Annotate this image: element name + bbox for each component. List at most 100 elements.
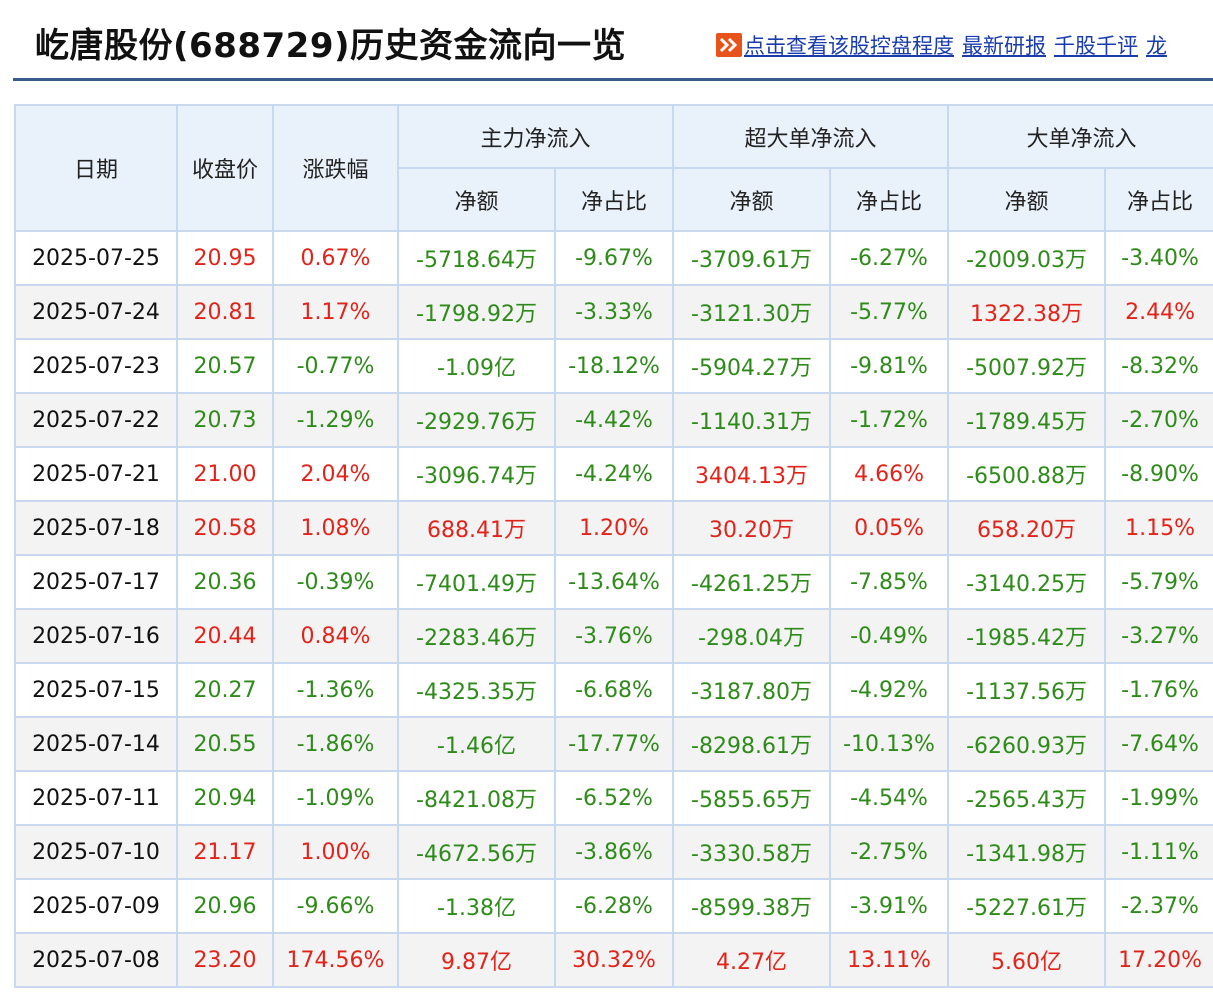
latest-research-link[interactable]: 最新研报: [962, 34, 1046, 58]
cell-main-ratio: 1.20%: [553, 500, 675, 556]
table-row: 2025-07-21 21.00 2.04% -3096.74万 -4.24% 3404.…: [14, 446, 1213, 502]
cell-main-amount: -3096.74万: [397, 446, 556, 502]
cell-date: 2025-07-15: [14, 662, 178, 718]
table-row: 2025-07-24 20.81 1.17% -1798.92万 -3.33% -3121…: [14, 284, 1213, 340]
cell-large-ratio: -8.90%: [1104, 446, 1213, 502]
cell-change: 0.84%: [272, 608, 399, 664]
cell-main-ratio: -6.28%: [553, 878, 675, 934]
cell-large-ratio: -2.70%: [1104, 392, 1213, 448]
table-row: 2025-07-15 20.27 -1.36% -4325.35万 -6.68% -318…: [14, 662, 1213, 718]
cell-close: 20.55: [176, 716, 274, 772]
table-row: 2025-07-08 23.20 174.56% 9.87亿 30.32% 4.27亿 13…: [14, 932, 1213, 988]
cell-super-amount: -3330.58万: [672, 824, 832, 880]
cell-change: 1.08%: [272, 500, 399, 556]
cell-change: -1.36%: [272, 662, 399, 718]
cell-large-amount: -5227.61万: [947, 878, 1107, 934]
cell-super-ratio: -3.91%: [829, 878, 950, 934]
cell-change: 1.00%: [272, 824, 399, 880]
cell-large-ratio: 17.20%: [1104, 932, 1213, 988]
cell-close: 21.00: [176, 446, 274, 502]
cell-main-ratio: -4.24%: [553, 446, 675, 502]
cell-large-ratio: -1.11%: [1104, 824, 1213, 880]
cell-close: 20.81: [176, 284, 274, 340]
cell-close: 20.95: [176, 230, 274, 286]
cell-large-ratio: -3.40%: [1104, 230, 1213, 286]
cell-super-amount: 4.27亿: [672, 932, 832, 988]
cell-main-ratio: -18.12%: [553, 338, 675, 394]
table-row: 2025-07-18 20.58 1.08% 688.41万 1.20% 30.20万 0.…: [14, 500, 1213, 556]
cell-large-ratio: -1.76%: [1104, 662, 1213, 718]
cell-close: 20.96: [176, 878, 274, 934]
double-chevron-right-icon: [716, 33, 742, 57]
header-date[interactable]: 日期: [14, 104, 178, 232]
cell-main-amount: 688.41万: [397, 500, 556, 556]
cell-super-ratio: -10.13%: [829, 716, 950, 772]
header-divider: [13, 78, 1213, 81]
cell-large-amount: -2009.03万: [947, 230, 1107, 286]
cell-change: -1.09%: [272, 770, 399, 826]
cell-change: -0.39%: [272, 554, 399, 610]
fund-flow-table: 日期 收盘价 涨跌幅 主力净流入 超大单净流入 大单净流入 净额 净占比 净额 …: [14, 104, 1213, 988]
cell-super-amount: -5855.65万: [672, 770, 832, 826]
cell-main-amount: -1798.92万: [397, 284, 556, 340]
more-link[interactable]: 龙: [1146, 34, 1167, 58]
cell-date: 2025-07-14: [14, 716, 178, 772]
cell-main-amount: -2283.46万: [397, 608, 556, 664]
table-row: 2025-07-22 20.73 -1.29% -2929.76万 -4.42% -114…: [14, 392, 1213, 448]
header-large-ratio[interactable]: 净占比: [1104, 167, 1213, 232]
cell-super-ratio: -7.85%: [829, 554, 950, 610]
header-change[interactable]: 涨跌幅: [272, 104, 399, 232]
cell-large-ratio: -3.27%: [1104, 608, 1213, 664]
cell-main-ratio: -9.67%: [553, 230, 675, 286]
cell-super-amount: -8298.61万: [672, 716, 832, 772]
cell-super-ratio: 0.05%: [829, 500, 950, 556]
cell-main-amount: -1.09亿: [397, 338, 556, 394]
cell-main-ratio: -13.64%: [553, 554, 675, 610]
cell-main-ratio: -6.68%: [553, 662, 675, 718]
table-row: 2025-07-25 20.95 0.67% -5718.64万 -9.67% -3709…: [14, 230, 1213, 286]
cell-main-ratio: -6.52%: [553, 770, 675, 826]
cell-super-ratio: -0.49%: [829, 608, 950, 664]
header-super-amount[interactable]: 净额: [672, 167, 832, 232]
cell-close: 20.94: [176, 770, 274, 826]
table-body: 2025-07-25 20.95 0.67% -5718.64万 -9.67% -3709…: [14, 230, 1213, 988]
cell-close: 20.36: [176, 554, 274, 610]
table-row: 2025-07-10 21.17 1.00% -4672.56万 -3.86% -3330…: [14, 824, 1213, 880]
cell-main-ratio: -3.86%: [553, 824, 675, 880]
page-title: 屹唐股份(688729)历史资金流向一览: [35, 26, 627, 66]
cell-close: 23.20: [176, 932, 274, 988]
table-row: 2025-07-09 20.96 -9.66% -1.38亿 -6.28% -8599.3…: [14, 878, 1213, 934]
cell-main-ratio: -17.77%: [553, 716, 675, 772]
header-main-ratio[interactable]: 净占比: [553, 167, 675, 232]
cell-super-amount: -3709.61万: [672, 230, 832, 286]
cell-date: 2025-07-17: [14, 554, 178, 610]
header-large-amount[interactable]: 净额: [947, 167, 1107, 232]
cell-super-amount: -1140.31万: [672, 392, 832, 448]
cell-super-ratio: -4.92%: [829, 662, 950, 718]
cell-super-amount: -4261.25万: [672, 554, 832, 610]
cell-large-ratio: -1.99%: [1104, 770, 1213, 826]
header-super-ratio[interactable]: 净占比: [829, 167, 950, 232]
cell-main-amount: -4672.56万: [397, 824, 556, 880]
header-close[interactable]: 收盘价: [176, 104, 274, 232]
cell-super-amount: 30.20万: [672, 500, 832, 556]
cell-main-ratio: -4.42%: [553, 392, 675, 448]
cell-super-amount: 3404.13万: [672, 446, 832, 502]
cell-main-amount: -2929.76万: [397, 392, 556, 448]
cell-large-amount: -6500.88万: [947, 446, 1107, 502]
cell-main-amount: -8421.08万: [397, 770, 556, 826]
cell-large-amount: -1985.42万: [947, 608, 1107, 664]
cell-date: 2025-07-11: [14, 770, 178, 826]
table-row: 2025-07-14 20.55 -1.86% -1.46亿 -17.77% -8298.…: [14, 716, 1213, 772]
control-degree-link[interactable]: 点击查看该股控盘程度: [744, 34, 954, 58]
stock-review-link[interactable]: 千股千评: [1054, 34, 1138, 58]
cell-date: 2025-07-08: [14, 932, 178, 988]
cell-date: 2025-07-25: [14, 230, 178, 286]
cell-change: 174.56%: [272, 932, 399, 988]
cell-large-amount: -5007.92万: [947, 338, 1107, 394]
cell-date: 2025-07-24: [14, 284, 178, 340]
header-main-amount[interactable]: 净额: [397, 167, 556, 232]
page-header: 屹唐股份(688729)历史资金流向一览 点击查看该股控盘程度 最新研报 千股千评龙: [0, 0, 1213, 82]
cell-change: -1.29%: [272, 392, 399, 448]
cell-super-amount: -3121.30万: [672, 284, 832, 340]
